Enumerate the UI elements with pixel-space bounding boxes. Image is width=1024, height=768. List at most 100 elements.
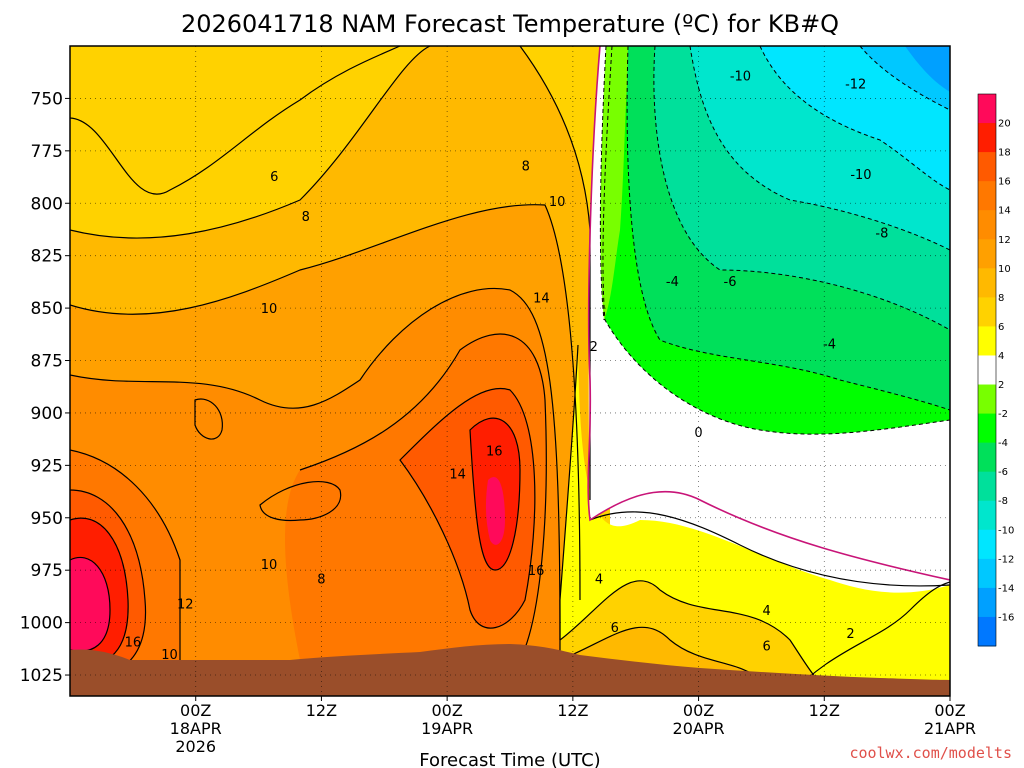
band-14-to-16	[70, 334, 547, 696]
contour-label: 2	[846, 627, 854, 642]
y-tick-label: 825	[31, 247, 63, 267]
plot-area: 6 8 8 10 10 14 16 14 16 12 16 10 10 8 2 4 6 0 4 6 2 -4 -6 -4 -4 -…	[70, 46, 967, 696]
x-tick-label-line1: 12Z	[306, 701, 337, 720]
contour-6-lower	[559, 626, 761, 696]
contour-label: 10	[161, 648, 178, 663]
colorbar-swatch	[978, 326, 996, 356]
colorbar-swatch	[978, 442, 996, 473]
y-tick-label: 875	[31, 352, 63, 372]
colorbar-label: 2	[998, 380, 1004, 391]
contour-minus-12	[759, 46, 950, 191]
band-0-to-2	[588, 46, 950, 580]
y-tick-label: 750	[31, 89, 63, 109]
colorbar-label: 14	[998, 206, 1011, 217]
colorbar-label: 12	[998, 235, 1011, 246]
contour-14	[299, 333, 547, 661]
y-tick-label: 950	[31, 509, 63, 529]
y-tick-label: 775	[31, 142, 63, 162]
contour-10	[70, 204, 581, 601]
colorbar-swatch	[978, 529, 996, 560]
plot-frame	[69, 45, 951, 697]
contour-8	[70, 46, 431, 239]
contour-8b	[519, 46, 591, 500]
colorbar-swatch	[978, 268, 996, 298]
contour-16	[399, 387, 536, 629]
contour-label: 12	[177, 598, 194, 613]
contour-label: -6	[724, 275, 737, 290]
y-axis: 750 775 800 825 850 875 900 925 950 975 1000 1025	[20, 89, 70, 686]
colorbar-swatch	[978, 471, 996, 502]
x-tick-label-line1: 00Z	[683, 701, 714, 720]
colorbar-swatch	[978, 616, 996, 647]
colorbar-label: 18	[998, 148, 1011, 159]
contour-label: 16	[528, 564, 545, 579]
colorbar-label: 16	[998, 177, 1011, 188]
contour-label: 8	[522, 160, 530, 175]
contour-lines	[70, 46, 950, 696]
colorbar-swatch	[978, 94, 996, 124]
contour-minus-10	[689, 46, 950, 251]
colorbar-swatch	[978, 210, 996, 240]
colorbar-swatch	[978, 152, 996, 182]
colorbar-label: 4	[998, 351, 1004, 362]
credit-text: coolwx.com/modelts	[849, 744, 1012, 762]
colorbar-label: -16	[998, 612, 1014, 623]
contour-label: 6	[270, 170, 278, 185]
y-tick-label: 925	[31, 456, 63, 476]
x-tick-label-line2: 18APR	[170, 719, 222, 738]
gridlines	[70, 46, 950, 696]
colorbar-label: 8	[998, 293, 1004, 304]
temperature-bands	[70, 46, 950, 696]
contour-label: 6	[763, 640, 771, 655]
colorbar-label: -14	[998, 583, 1014, 594]
colorbar-swatch	[978, 181, 996, 211]
colorbar: 20 18 16 14 12 10 8 6 4 2 -2 -4 -6 -8 -10 -12 -14 -16	[977, 93, 1014, 647]
contour-4	[559, 580, 841, 696]
terrain-ground	[70, 644, 950, 696]
contour-minus-8	[653, 46, 950, 331]
contour-label: -4	[666, 275, 679, 290]
x-tick-label-line1: 12Z	[809, 701, 840, 720]
x-tick-label-line1: 00Z	[934, 701, 965, 720]
x-tick-label-line1: 00Z	[431, 701, 462, 720]
contour-minus-6	[626, 46, 950, 411]
zero-degree-line	[587, 46, 950, 581]
contour-label: -8	[875, 227, 888, 242]
x-tick-label-line3: 2026	[175, 737, 216, 756]
contour-label: -10	[730, 69, 751, 84]
contour-label: 4	[763, 604, 771, 619]
contour-12-blob	[194, 398, 223, 440]
y-tick-label: 975	[31, 561, 63, 581]
colorbar-swatch	[978, 123, 996, 153]
colorbar-swatch	[978, 587, 996, 618]
contour-label: 8	[317, 573, 325, 588]
contour-6	[70, 46, 401, 195]
contour-2-right	[589, 511, 950, 587]
y-tick-label: 900	[31, 404, 63, 424]
x-tick-label-line1: 12Z	[557, 701, 588, 720]
contour-label: 2	[590, 340, 598, 355]
contour-minus-14	[859, 46, 950, 111]
contour-14-left	[70, 449, 181, 660]
colorbar-label: -12	[998, 554, 1014, 565]
x-tick-label-line2: 21APR	[924, 719, 976, 738]
contour-label: 10	[549, 195, 566, 210]
contour-label: 16	[486, 445, 503, 460]
contour-12	[70, 288, 561, 641]
colorbar-swatch	[978, 239, 996, 269]
contour-label: 6	[611, 621, 619, 636]
y-tick-label: 1025	[20, 666, 63, 686]
colorbar-label: 20	[998, 119, 1011, 130]
contour-label: 4	[595, 573, 603, 588]
y-tick-label: 850	[31, 299, 63, 319]
y-tick-label: 1000	[20, 614, 63, 634]
contour-label: 14	[533, 292, 550, 307]
contour-label: -4	[954, 392, 967, 407]
contour-18	[469, 417, 521, 571]
contour-label: 10	[261, 558, 278, 573]
colorbar-label: -8	[998, 496, 1008, 507]
y-tick-label: 800	[31, 194, 63, 214]
colorbar-frame	[977, 93, 997, 647]
colorbar-swatch	[978, 355, 996, 386]
